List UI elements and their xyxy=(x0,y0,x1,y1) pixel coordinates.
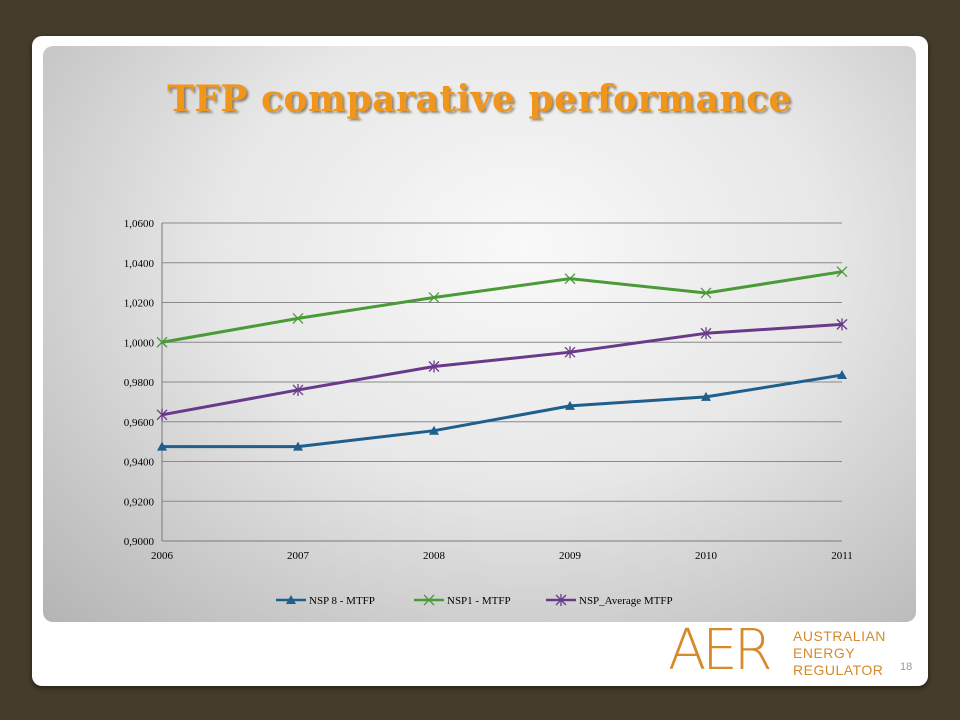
y-tick-label: 0,9600 xyxy=(124,417,155,429)
x-tick-label: 2009 xyxy=(559,550,582,562)
legend-label: NSP 8 - MTFP xyxy=(309,595,375,607)
legend-marker xyxy=(286,595,296,604)
series-line xyxy=(162,373,843,449)
data-point xyxy=(836,266,848,278)
chart-panel xyxy=(43,46,916,622)
data-point xyxy=(292,312,304,324)
y-tick-label: 0,9400 xyxy=(124,457,155,469)
legend-item: NSP_Average MTFP xyxy=(546,594,673,607)
series-3 xyxy=(156,318,848,421)
logo-line-1: AUSTRALIAN xyxy=(793,628,886,644)
data-point xyxy=(157,441,167,451)
logo-mark: AER xyxy=(668,618,773,683)
data-point xyxy=(429,425,439,435)
series-2 xyxy=(156,266,848,348)
y-tick-label: 0,9200 xyxy=(124,496,155,508)
data-point xyxy=(701,391,711,401)
data-point xyxy=(428,292,440,303)
legend-marker xyxy=(423,594,435,606)
page-number: 18 xyxy=(900,661,913,673)
line-chart: 0,9000 0,9200 0,9400 0,9600 0,9800 1,0000 1,02… xyxy=(124,218,853,607)
legend-label: NSP1 - MTFP xyxy=(447,595,511,607)
y-tick-label: 0,9800 xyxy=(124,377,155,389)
series-1 xyxy=(157,370,847,451)
data-point xyxy=(837,370,847,380)
x-tick-label: 2008 xyxy=(423,550,446,562)
y-tick-label: 1,0200 xyxy=(124,298,155,310)
x-tick-label: 2011 xyxy=(831,550,853,562)
x-tick-label: 2007 xyxy=(287,550,310,562)
slide-title: TFP comparative performance xyxy=(167,78,792,120)
data-point xyxy=(156,408,168,421)
y-tick-label: 0,9000 xyxy=(124,536,155,548)
data-point xyxy=(564,346,576,359)
logo-line-2: ENERGY xyxy=(793,645,856,661)
series-line xyxy=(161,322,843,417)
logo-wordmark: AUSTRALIAN ENERGY REGULATOR xyxy=(793,628,886,679)
legend-label: NSP_Average MTFP xyxy=(579,595,673,607)
legend-item: NSP 8 - MTFP xyxy=(276,595,375,607)
data-point xyxy=(565,400,575,410)
data-point xyxy=(292,383,304,396)
x-tick-label: 2006 xyxy=(151,550,174,562)
data-point xyxy=(428,360,440,373)
data-point xyxy=(293,441,303,451)
data-point xyxy=(700,327,712,340)
x-tick-label: 2010 xyxy=(695,550,718,562)
series-line xyxy=(161,270,843,344)
aer-logo: AER AUSTRALIAN ENERGY REGULATOR xyxy=(668,620,898,682)
y-tick-label: 1,0000 xyxy=(124,337,155,349)
data-point xyxy=(564,273,576,285)
data-point xyxy=(156,336,168,348)
y-tick-label: 1,0600 xyxy=(124,218,155,230)
logo-line-3: REGULATOR xyxy=(793,662,884,678)
data-point xyxy=(700,287,712,299)
data-point xyxy=(836,318,848,331)
legend-item: NSP1 - MTFP xyxy=(414,594,511,607)
legend-marker xyxy=(555,594,567,606)
y-tick-label: 1,0400 xyxy=(124,258,155,270)
